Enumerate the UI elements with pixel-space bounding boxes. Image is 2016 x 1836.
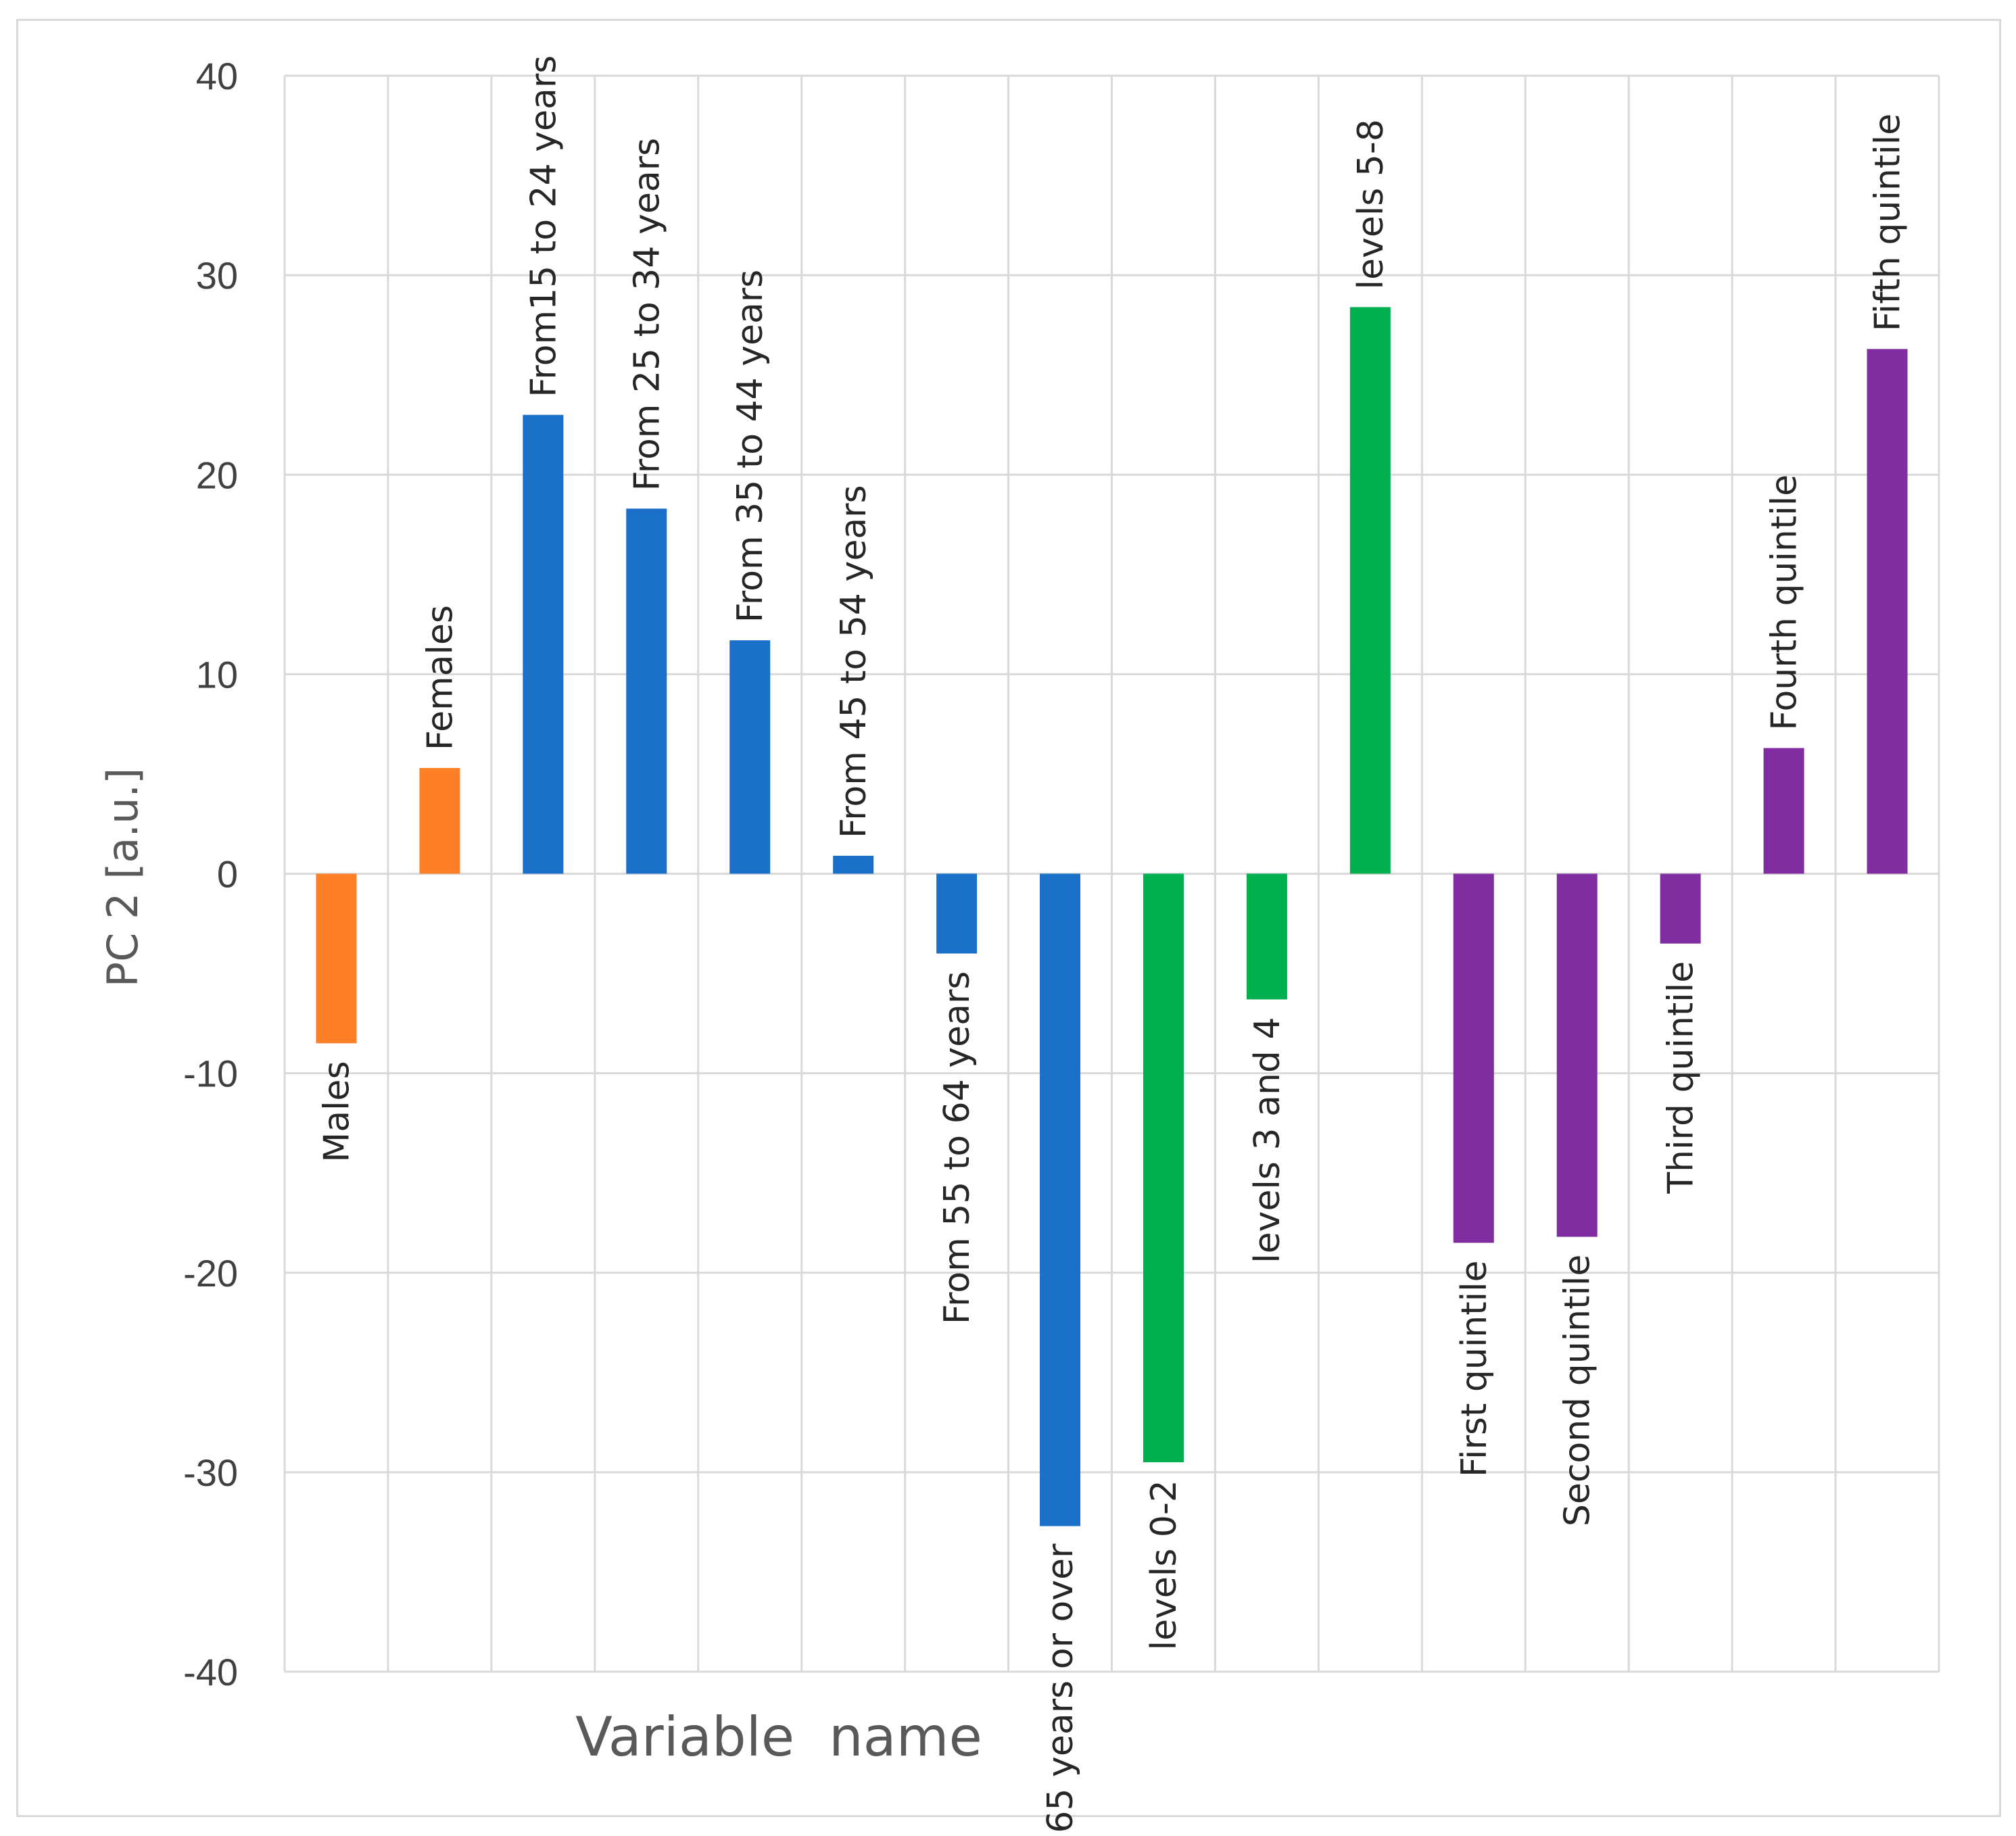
grid <box>283 74 1940 1673</box>
y-tick-label: -40 <box>183 1651 238 1693</box>
bars <box>316 307 1908 1526</box>
y-tick-label: -30 <box>183 1451 238 1494</box>
bar <box>833 855 874 874</box>
category-label: 65 years or over <box>1040 1543 1081 1833</box>
bar <box>1763 748 1804 874</box>
y-axis-title: PC 2 [a.u.] <box>98 768 147 988</box>
x-axis-title: Variable name <box>575 1706 982 1768</box>
category-label: Fourth quintile <box>1765 475 1805 731</box>
bar <box>1143 873 1184 1463</box>
bar <box>1349 307 1391 874</box>
category-label: From 45 to 54 years <box>834 485 874 838</box>
y-tick-label: 20 <box>196 454 238 496</box>
bar <box>626 508 667 874</box>
category-label: First quintile <box>1454 1260 1495 1477</box>
y-tick-label: 30 <box>196 254 238 297</box>
category-label: From 55 to 64 years <box>937 971 978 1325</box>
category-labels: Males Females From15 to 24 years From 25 to… <box>316 55 1908 1833</box>
bar <box>316 873 357 1044</box>
category-label: levels 0-2 <box>1144 1480 1184 1650</box>
y-axis-ticks: 40 30 20 10 0 -10 -20 -30 -40 <box>183 55 238 1693</box>
bar <box>1556 873 1598 1237</box>
bar <box>1453 873 1494 1243</box>
bar <box>523 414 564 874</box>
category-label: levels 3 and 4 <box>1247 1017 1288 1263</box>
category-label: Second quintile <box>1558 1255 1598 1527</box>
category-label: Fifth quintile <box>1868 114 1909 332</box>
category-label: From15 to 24 years <box>523 55 564 397</box>
category-label: From 35 to 44 years <box>730 270 771 623</box>
bar <box>936 873 978 954</box>
bar <box>729 640 771 874</box>
y-tick-label: -20 <box>183 1252 238 1295</box>
bar <box>1246 873 1287 1000</box>
y-tick-label: 10 <box>196 653 238 696</box>
category-label: levels 5-8 <box>1351 119 1391 289</box>
y-tick-label: 0 <box>217 853 238 896</box>
y-tick-label: -10 <box>183 1053 238 1095</box>
y-tick-label: 40 <box>196 55 238 97</box>
category-label: From 25 to 34 years <box>627 138 667 491</box>
category-label: Females <box>420 605 460 750</box>
category-label: Males <box>316 1061 357 1162</box>
bar <box>419 768 460 874</box>
bar <box>1660 873 1701 944</box>
bar <box>1040 873 1081 1526</box>
bar <box>1867 349 1908 874</box>
category-label: Third quintile <box>1661 961 1702 1194</box>
